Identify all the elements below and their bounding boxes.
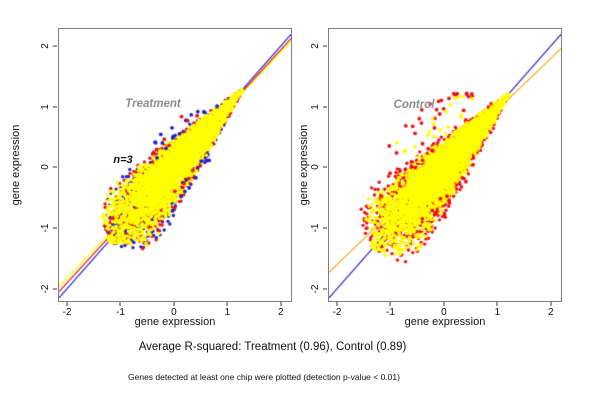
x-tick-mark <box>66 302 68 306</box>
x-tick-mark <box>443 302 445 306</box>
treatment-title: Treatment <box>125 98 181 110</box>
x-tick-label: 0 <box>441 307 447 318</box>
x-tick-mark <box>389 302 391 306</box>
x-tick-label: -2 <box>62 307 72 318</box>
x-tick-mark <box>550 302 552 306</box>
y-tick-label: 1 <box>40 103 51 110</box>
y-tick-label: 2 <box>40 43 51 49</box>
y-tick-label: 1 <box>310 103 321 110</box>
y-tick-mark <box>323 288 327 290</box>
x-tick-label: 1 <box>494 307 501 318</box>
y-tick-label: 0 <box>40 164 51 171</box>
treatment-x-axis-label: gene expression <box>134 316 216 328</box>
x-tick-label: 2 <box>548 307 554 318</box>
x-tick-mark <box>173 302 175 306</box>
y-tick-mark <box>53 45 57 47</box>
y-tick-label: -2 <box>40 284 51 294</box>
control-x-axis-label: gene expression <box>404 316 486 328</box>
y-tick-mark <box>323 45 327 47</box>
x-tick-label: -2 <box>332 307 342 318</box>
y-tick-label: -2 <box>310 284 321 294</box>
x-tick-mark <box>119 302 121 306</box>
y-tick-label: 2 <box>310 43 321 49</box>
panel-control: Control -2 -1 0 1 2 -2 -1 0 1 2 gene expression … <box>298 28 562 328</box>
control-y-axis-label: gene expression <box>298 124 310 206</box>
y-tick-mark <box>53 227 57 229</box>
x-tick-label: 1 <box>224 307 231 318</box>
x-tick-mark <box>280 302 282 306</box>
x-tick-label: 0 <box>171 307 177 318</box>
x-tick-label: 2 <box>278 307 284 318</box>
treatment-y-axis-label: gene expression <box>10 124 22 206</box>
control-scatter-canvas <box>329 29 561 301</box>
x-tick-mark <box>496 302 498 306</box>
control-title: Control <box>393 99 435 111</box>
y-tick-mark <box>323 106 327 108</box>
x-tick-label: -1 <box>386 307 395 318</box>
y-tick-mark <box>323 166 327 168</box>
x-tick-mark <box>226 302 228 306</box>
x-tick-label: -1 <box>116 307 125 318</box>
y-tick-label: 0 <box>310 164 321 171</box>
control-plot-frame <box>328 28 562 302</box>
y-tick-mark <box>53 106 57 108</box>
x-tick-mark <box>336 302 338 306</box>
treatment-plot-frame <box>58 28 292 302</box>
y-tick-mark <box>53 288 57 290</box>
y-tick-mark <box>323 227 327 229</box>
footer-note-text: Genes detected at least one chip were pl… <box>128 372 400 382</box>
y-tick-label: -1 <box>40 223 51 233</box>
treatment-scatter-canvas <box>59 29 291 301</box>
y-tick-label: -1 <box>310 223 321 233</box>
y-tick-mark <box>53 166 57 168</box>
footer-r-squared-text: Average R-squared: Treatment (0.96), Con… <box>138 341 407 353</box>
